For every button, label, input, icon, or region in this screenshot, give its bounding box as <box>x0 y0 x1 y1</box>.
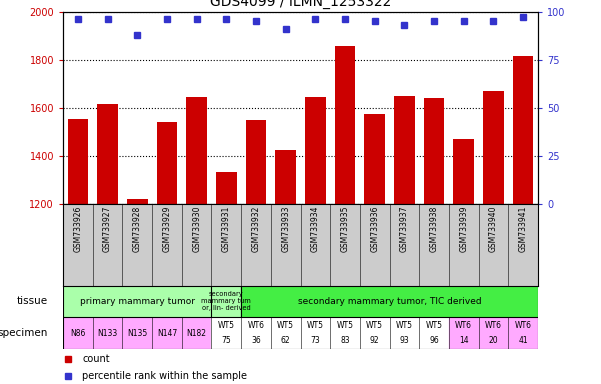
Text: GSM733936: GSM733936 <box>370 206 379 253</box>
Text: GSM733927: GSM733927 <box>103 206 112 252</box>
Text: GSM733937: GSM733937 <box>400 206 409 253</box>
Text: GSM733931: GSM733931 <box>222 206 231 252</box>
Bar <box>478 317 508 349</box>
Text: 92: 92 <box>370 336 379 345</box>
Text: WT5: WT5 <box>277 321 294 331</box>
Bar <box>123 317 152 349</box>
Text: WT5: WT5 <box>426 321 442 331</box>
Bar <box>63 286 212 317</box>
Text: 83: 83 <box>340 336 350 345</box>
Text: N135: N135 <box>127 329 147 338</box>
Text: GSM733939: GSM733939 <box>459 206 468 253</box>
Bar <box>449 317 478 349</box>
Bar <box>419 317 449 349</box>
Bar <box>246 120 266 204</box>
Bar <box>330 317 360 349</box>
Text: WT6: WT6 <box>514 321 531 331</box>
Bar <box>241 286 538 317</box>
Bar <box>93 317 123 349</box>
Text: GSM733935: GSM733935 <box>341 206 350 253</box>
Bar <box>389 317 419 349</box>
Bar <box>394 96 415 204</box>
Text: GSM733941: GSM733941 <box>519 206 528 252</box>
Bar <box>300 317 330 349</box>
Text: WT5: WT5 <box>307 321 324 331</box>
Text: tissue: tissue <box>17 296 48 306</box>
Bar <box>97 104 118 204</box>
Text: WT5: WT5 <box>337 321 353 331</box>
Text: 36: 36 <box>251 336 261 345</box>
Text: specimen: specimen <box>0 328 48 338</box>
Bar <box>335 46 355 204</box>
Bar <box>424 98 444 204</box>
Text: WT5: WT5 <box>366 321 383 331</box>
Bar <box>186 97 207 204</box>
Bar <box>513 56 534 204</box>
Bar <box>157 122 177 204</box>
Text: GSM733926: GSM733926 <box>73 206 82 252</box>
Bar <box>182 317 212 349</box>
Bar <box>212 317 241 349</box>
Bar <box>453 139 474 204</box>
Text: 41: 41 <box>518 336 528 345</box>
Bar <box>483 91 504 204</box>
Text: 75: 75 <box>221 336 231 345</box>
Text: GSM733933: GSM733933 <box>281 206 290 253</box>
Title: GDS4099 / ILMN_1253322: GDS4099 / ILMN_1253322 <box>210 0 391 9</box>
Text: WT6: WT6 <box>485 321 502 331</box>
Text: GSM733934: GSM733934 <box>311 206 320 253</box>
Text: N182: N182 <box>187 329 207 338</box>
Text: 73: 73 <box>311 336 320 345</box>
Text: N147: N147 <box>157 329 177 338</box>
Bar <box>275 149 296 204</box>
Text: 20: 20 <box>489 336 498 345</box>
Text: N86: N86 <box>70 329 85 338</box>
Text: WT6: WT6 <box>455 321 472 331</box>
Text: WT6: WT6 <box>248 321 264 331</box>
Text: primary mammary tumor: primary mammary tumor <box>80 297 195 306</box>
Bar <box>508 317 538 349</box>
Text: percentile rank within the sample: percentile rank within the sample <box>82 371 247 381</box>
Bar <box>241 317 271 349</box>
Bar <box>305 97 326 204</box>
Bar <box>212 286 241 317</box>
Bar <box>152 317 182 349</box>
Bar <box>364 114 385 204</box>
Bar <box>216 172 237 204</box>
Text: 96: 96 <box>429 336 439 345</box>
Text: WT5: WT5 <box>218 321 235 331</box>
Bar <box>67 119 88 204</box>
Text: count: count <box>82 354 110 364</box>
Text: N133: N133 <box>97 329 118 338</box>
Text: GSM733930: GSM733930 <box>192 206 201 253</box>
Text: 62: 62 <box>281 336 290 345</box>
Text: 14: 14 <box>459 336 469 345</box>
Bar <box>63 317 93 349</box>
Text: GSM733938: GSM733938 <box>430 206 439 252</box>
Bar <box>360 317 389 349</box>
Bar <box>127 199 148 204</box>
Text: 93: 93 <box>400 336 409 345</box>
Text: secondary
mammary tum
or, lin- derived: secondary mammary tum or, lin- derived <box>201 291 251 311</box>
Bar <box>271 317 300 349</box>
Text: GSM733940: GSM733940 <box>489 206 498 253</box>
Text: WT5: WT5 <box>396 321 413 331</box>
Text: secondary mammary tumor, TIC derived: secondary mammary tumor, TIC derived <box>297 297 481 306</box>
Text: GSM733929: GSM733929 <box>162 206 171 252</box>
Text: GSM733928: GSM733928 <box>133 206 142 252</box>
Text: GSM733932: GSM733932 <box>251 206 260 252</box>
